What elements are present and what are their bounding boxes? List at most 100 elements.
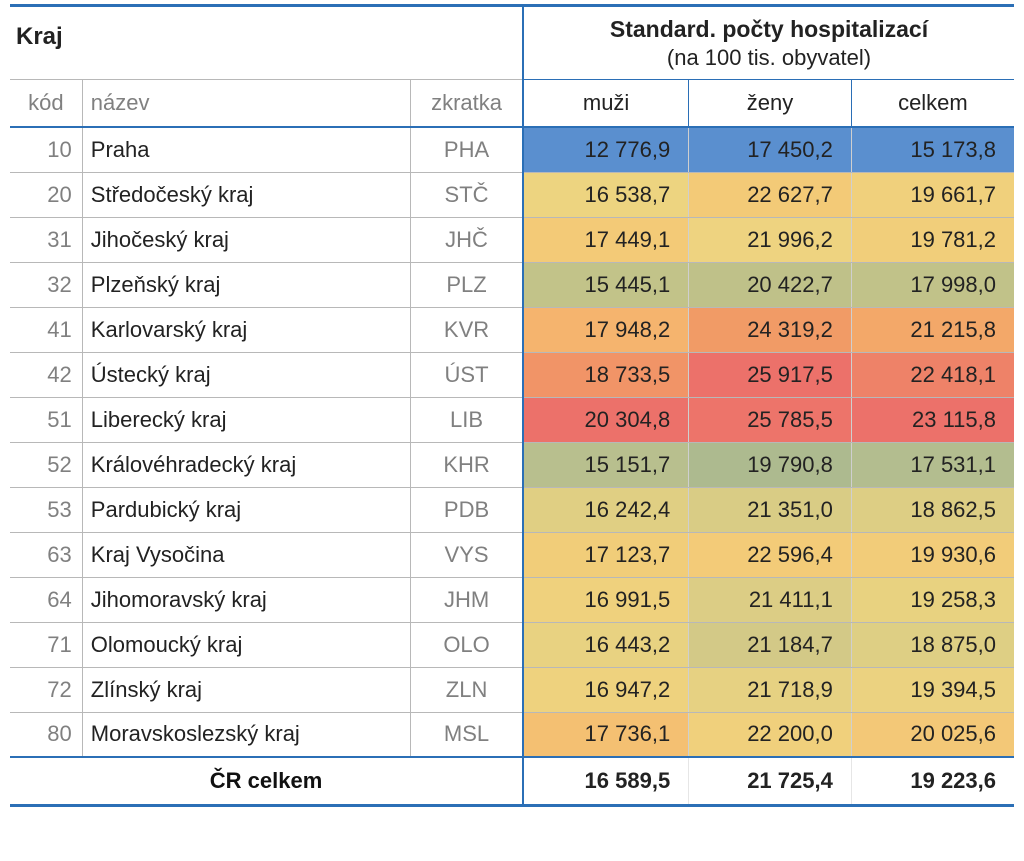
cell-kod: 53 xyxy=(10,487,82,532)
table-row: 53Pardubický krajPDB16 242,421 351,018 8… xyxy=(10,487,1014,532)
cell-celkem: 21 215,8 xyxy=(851,307,1014,352)
col-nazev: název xyxy=(82,80,410,128)
cell-zeny: 20 422,7 xyxy=(689,262,852,307)
cell-nazev: Ústecký kraj xyxy=(82,352,410,397)
cell-kod: 31 xyxy=(10,217,82,262)
cell-nazev: Královéhradecký kraj xyxy=(82,442,410,487)
cell-muzi: 16 242,4 xyxy=(523,487,689,532)
cell-zeny: 24 319,2 xyxy=(689,307,852,352)
header-standard-sub: (na 100 tis. obyvatel) xyxy=(525,45,1013,71)
cell-zkratka: LIB xyxy=(411,397,523,442)
cell-celkem: 23 115,8 xyxy=(851,397,1014,442)
cell-zeny: 21 718,9 xyxy=(689,667,852,712)
cell-muzi: 17 123,7 xyxy=(523,532,689,577)
table-row: 80Moravskoslezský krajMSL17 736,122 200,… xyxy=(10,712,1014,757)
cell-celkem: 22 418,1 xyxy=(851,352,1014,397)
cell-zeny: 21 184,7 xyxy=(689,622,852,667)
cell-zkratka: MSL xyxy=(411,712,523,757)
cell-celkem: 19 661,7 xyxy=(851,172,1014,217)
cell-zeny: 19 790,8 xyxy=(689,442,852,487)
cell-celkem: 17 531,1 xyxy=(851,442,1014,487)
cell-muzi: 17 736,1 xyxy=(523,712,689,757)
col-zkratka: zkratka xyxy=(411,80,523,128)
cell-zeny: 17 450,2 xyxy=(689,127,852,172)
cell-celkem: 20 025,6 xyxy=(851,712,1014,757)
cell-zkratka: ÚST xyxy=(411,352,523,397)
total-zeny: 21 725,4 xyxy=(689,757,852,805)
cell-zkratka: STČ xyxy=(411,172,523,217)
cell-celkem: 17 998,0 xyxy=(851,262,1014,307)
cell-kod: 41 xyxy=(10,307,82,352)
header-standard-title: Standard. počty hospitalizací xyxy=(610,16,928,42)
cell-zkratka: OLO xyxy=(411,622,523,667)
cell-zeny: 22 200,0 xyxy=(689,712,852,757)
cell-kod: 10 xyxy=(10,127,82,172)
cell-muzi: 16 947,2 xyxy=(523,667,689,712)
cell-kod: 80 xyxy=(10,712,82,757)
cell-celkem: 19 781,2 xyxy=(851,217,1014,262)
cell-zeny: 21 996,2 xyxy=(689,217,852,262)
cell-muzi: 20 304,8 xyxy=(523,397,689,442)
cell-zeny: 22 596,4 xyxy=(689,532,852,577)
cell-celkem: 18 875,0 xyxy=(851,622,1014,667)
cell-zeny: 25 785,5 xyxy=(689,397,852,442)
table-row: 64Jihomoravský krajJHM16 991,521 411,119… xyxy=(10,577,1014,622)
cell-kod: 72 xyxy=(10,667,82,712)
cell-celkem: 19 258,3 xyxy=(851,577,1014,622)
table-row: 71Olomoucký krajOLO16 443,221 184,718 87… xyxy=(10,622,1014,667)
cell-nazev: Jihomoravský kraj xyxy=(82,577,410,622)
cell-muzi: 18 733,5 xyxy=(523,352,689,397)
table-row: 10PrahaPHA12 776,917 450,215 173,8 xyxy=(10,127,1014,172)
table-body: 10PrahaPHA12 776,917 450,215 173,820Stře… xyxy=(10,127,1014,757)
cell-zeny: 22 627,7 xyxy=(689,172,852,217)
table-row: 20Středočeský krajSTČ16 538,722 627,719 … xyxy=(10,172,1014,217)
col-kod: kód xyxy=(10,80,82,128)
total-celkem: 19 223,6 xyxy=(851,757,1014,805)
cell-zkratka: KHR xyxy=(411,442,523,487)
header-kraj: Kraj xyxy=(10,6,523,80)
total-muzi: 16 589,5 xyxy=(523,757,689,805)
cell-kod: 64 xyxy=(10,577,82,622)
cell-muzi: 12 776,9 xyxy=(523,127,689,172)
cell-zkratka: JHM xyxy=(411,577,523,622)
cell-zkratka: KVR xyxy=(411,307,523,352)
cell-muzi: 15 151,7 xyxy=(523,442,689,487)
cell-celkem: 19 394,5 xyxy=(851,667,1014,712)
cell-nazev: Praha xyxy=(82,127,410,172)
col-celkem: celkem xyxy=(851,80,1014,128)
col-muzi: muži xyxy=(523,80,689,128)
header-standard: Standard. počty hospitalizací (na 100 ti… xyxy=(523,6,1014,80)
cell-muzi: 17 449,1 xyxy=(523,217,689,262)
cell-kod: 32 xyxy=(10,262,82,307)
cell-kod: 20 xyxy=(10,172,82,217)
cell-zeny: 21 351,0 xyxy=(689,487,852,532)
cell-muzi: 15 445,1 xyxy=(523,262,689,307)
cell-kod: 63 xyxy=(10,532,82,577)
cell-nazev: Jihočeský kraj xyxy=(82,217,410,262)
cell-nazev: Pardubický kraj xyxy=(82,487,410,532)
cell-zkratka: PLZ xyxy=(411,262,523,307)
cell-zeny: 21 411,1 xyxy=(689,577,852,622)
cell-zkratka: PDB xyxy=(411,487,523,532)
cell-muzi: 17 948,2 xyxy=(523,307,689,352)
cell-celkem: 19 930,6 xyxy=(851,532,1014,577)
cell-celkem: 15 173,8 xyxy=(851,127,1014,172)
cell-kod: 52 xyxy=(10,442,82,487)
cell-kod: 42 xyxy=(10,352,82,397)
cell-muzi: 16 538,7 xyxy=(523,172,689,217)
table-row: 32Plzeňský krajPLZ15 445,120 422,717 998… xyxy=(10,262,1014,307)
cell-zkratka: VYS xyxy=(411,532,523,577)
hospitalizations-table: Kraj Standard. počty hospitalizací (na 1… xyxy=(10,4,1014,807)
col-zeny: ženy xyxy=(689,80,852,128)
cell-celkem: 18 862,5 xyxy=(851,487,1014,532)
table-row: 51Liberecký krajLIB20 304,825 785,523 11… xyxy=(10,397,1014,442)
cell-nazev: Kraj Vysočina xyxy=(82,532,410,577)
cell-nazev: Olomoucký kraj xyxy=(82,622,410,667)
cell-zkratka: JHČ xyxy=(411,217,523,262)
cell-muzi: 16 991,5 xyxy=(523,577,689,622)
total-label: ČR celkem xyxy=(10,757,523,805)
cell-kod: 51 xyxy=(10,397,82,442)
cell-nazev: Plzeňský kraj xyxy=(82,262,410,307)
table-row: 41Karlovarský krajKVR17 948,224 319,221 … xyxy=(10,307,1014,352)
cell-kod: 71 xyxy=(10,622,82,667)
